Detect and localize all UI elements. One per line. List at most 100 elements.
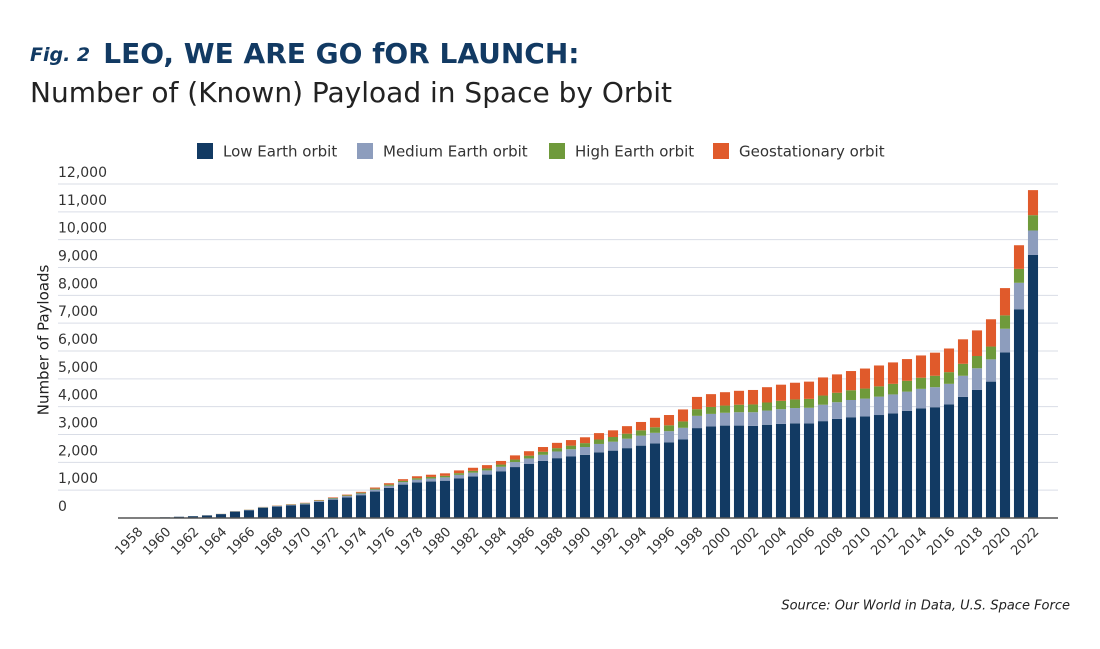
x-tick-label: 1994 <box>616 525 650 559</box>
bar-segment <box>411 482 423 518</box>
bar-segment <box>271 506 283 507</box>
x-tick-label: 2002 <box>728 525 762 559</box>
bar-segment <box>859 398 871 417</box>
bar-segment <box>551 451 563 459</box>
bar-segment <box>481 470 493 475</box>
x-tick-label: 1976 <box>364 525 398 559</box>
bar-segment <box>621 448 633 518</box>
bar-segment <box>313 500 325 501</box>
bar-segment <box>929 407 941 518</box>
x-tick-label: 1984 <box>476 525 510 559</box>
bar-segment <box>901 391 913 411</box>
bar-segment <box>579 437 591 444</box>
bar-segment <box>607 450 619 518</box>
legend-label: Geostationary orbit <box>739 143 885 161</box>
bar-segment <box>327 499 339 518</box>
bar-segment <box>621 433 633 439</box>
bar-segment <box>789 408 801 424</box>
x-tick-label: 1982 <box>448 525 482 559</box>
x-tick-label: 1996 <box>644 525 678 559</box>
bar-segment <box>467 472 479 477</box>
bar-segment <box>579 454 591 518</box>
bar-segment <box>663 415 675 426</box>
bar-segment <box>719 392 731 406</box>
bar-segment <box>985 359 997 382</box>
bar-segment <box>537 451 549 455</box>
y-tick-label: 8,000 <box>58 276 98 292</box>
bar-segment <box>607 437 619 442</box>
bar-segment <box>327 497 339 498</box>
bar-segment <box>635 421 647 431</box>
legend-swatch <box>197 143 213 159</box>
bar-segment <box>691 428 703 518</box>
bar-segment <box>705 394 717 407</box>
bar-segment <box>565 456 577 518</box>
bar-segment <box>705 426 717 518</box>
bar-segment <box>831 374 843 393</box>
bar-segment <box>887 362 899 384</box>
bar-segment <box>901 410 913 518</box>
bar-segment <box>691 409 703 416</box>
bar-segment <box>453 473 465 475</box>
x-tick-label: 2014 <box>896 525 930 559</box>
x-tick-label: 2008 <box>812 525 846 559</box>
bar-segment <box>999 315 1011 329</box>
legend-swatch <box>713 143 729 159</box>
bar-segment <box>383 483 395 485</box>
bar-segment <box>425 478 437 482</box>
bar-segment <box>481 465 493 469</box>
bar-segment <box>873 386 885 397</box>
bar-segment <box>705 413 717 427</box>
bar-segment <box>859 368 871 389</box>
bar-segment <box>453 474 465 479</box>
y-tick-label: 4,000 <box>58 388 98 404</box>
y-tick-label: 3,000 <box>58 416 98 432</box>
y-tick-label: 0 <box>58 499 67 515</box>
bar-segment <box>999 352 1011 518</box>
bar-segment <box>649 432 661 444</box>
bar-segment <box>719 425 731 518</box>
x-tick-label: 2020 <box>980 525 1014 559</box>
bar-segment <box>985 381 997 518</box>
bar-segment <box>887 413 899 518</box>
legend-swatch <box>357 143 373 159</box>
bar-segment <box>355 491 367 493</box>
bar-segment <box>369 487 381 489</box>
bar-segment <box>943 372 955 384</box>
bar-segment <box>761 402 773 411</box>
bar-segment <box>397 484 409 518</box>
bar-segment <box>775 400 787 410</box>
bar-segment <box>971 389 983 518</box>
bar-segment <box>257 507 269 518</box>
bar-segment <box>1027 190 1039 216</box>
bar-segment <box>425 476 437 479</box>
bar-segment <box>803 381 815 399</box>
x-tick-label: 1998 <box>672 525 706 559</box>
bar-segment <box>495 464 507 467</box>
bar-segment <box>397 480 409 483</box>
bar-segment <box>411 478 423 480</box>
bar-segment <box>341 497 353 518</box>
bar-segment <box>425 474 437 477</box>
bar-segment <box>733 404 745 413</box>
bar-segment <box>957 375 969 397</box>
bar-segment <box>747 404 759 413</box>
x-tick-label: 2016 <box>924 525 958 559</box>
x-tick-label: 1964 <box>196 525 230 559</box>
bar-segment <box>593 452 605 518</box>
x-tick-label: 1968 <box>252 525 286 559</box>
bar-segment <box>299 504 311 518</box>
bar-segment <box>943 404 955 518</box>
x-tick-label: 1972 <box>308 525 342 559</box>
bar-segment <box>243 510 255 518</box>
bar-segment <box>453 470 465 474</box>
bar-segment <box>691 396 703 410</box>
bar-segment <box>929 375 941 388</box>
bar-segment <box>747 412 759 426</box>
bar-segment <box>607 430 619 438</box>
bar-segment <box>565 449 577 457</box>
bar-segment <box>971 330 983 357</box>
bar-segment <box>565 440 577 446</box>
bar-segment <box>1013 268 1025 283</box>
